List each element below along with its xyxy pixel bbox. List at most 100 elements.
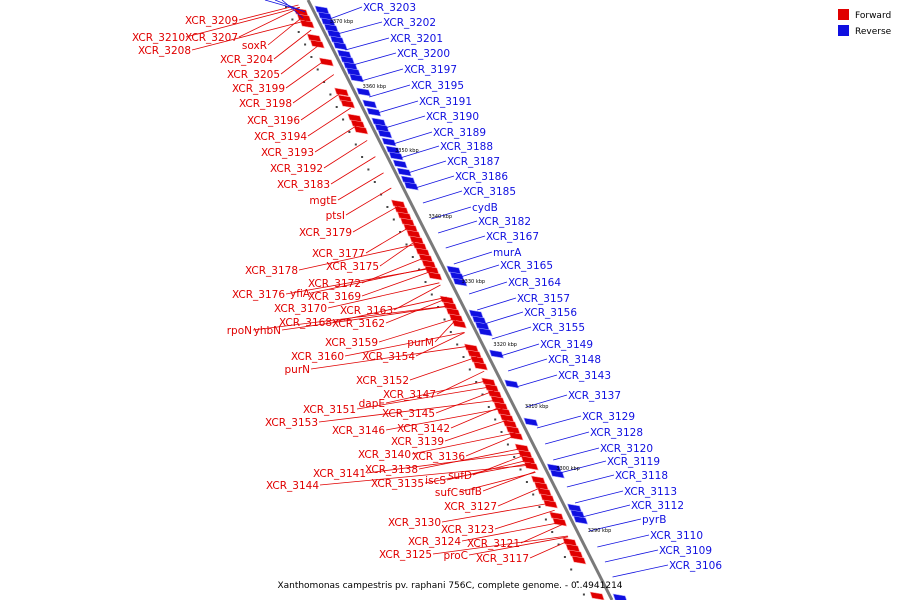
axis-dot bbox=[323, 81, 326, 83]
forward-leader-line bbox=[285, 59, 327, 89]
forward-gene-box bbox=[340, 99, 356, 109]
reverse-gene-label: XCR_3164 bbox=[508, 277, 561, 289]
forward-gene-label: ptsI bbox=[326, 210, 345, 222]
reverse-gene-box bbox=[349, 73, 364, 83]
reverse-leader-line bbox=[337, 21, 383, 35]
reverse-gene-label: XCR_3188 bbox=[440, 141, 493, 153]
axis-dot bbox=[456, 343, 459, 346]
reverse-gene-label: XCR_3113 bbox=[624, 486, 677, 498]
forward-leader-line bbox=[314, 123, 360, 153]
forward-gene-label: XCR_3138 bbox=[365, 464, 418, 476]
forward-gene-box bbox=[353, 125, 369, 135]
axis-dot bbox=[285, 6, 287, 8]
reverse-gene-label: XCR_3187 bbox=[447, 156, 500, 168]
forward-leader-line bbox=[366, 452, 526, 474]
axis-dot bbox=[563, 556, 566, 558]
reverse-gene-box bbox=[392, 159, 408, 169]
axis-dot bbox=[506, 443, 509, 446]
forward-gene-label: XCR_3196 bbox=[247, 115, 300, 127]
forward-leader-line bbox=[310, 267, 432, 294]
forward-leader-line bbox=[267, 15, 305, 46]
forward-gene-label: XCR_3169 bbox=[308, 291, 361, 303]
tick-label: 3320 kbp bbox=[493, 342, 517, 348]
axis-dot bbox=[316, 68, 319, 71]
reverse-leader-line bbox=[574, 490, 624, 504]
reverse-gene-box bbox=[362, 99, 378, 109]
forward-leader-line bbox=[424, 462, 531, 484]
forward-leader-line bbox=[281, 305, 452, 331]
forward-gene-label: XCR_3177 bbox=[312, 248, 365, 260]
forward-gene-label: XCR_3124 bbox=[408, 536, 461, 548]
reverse-leader-line bbox=[345, 37, 390, 51]
reverse-gene-label: XCR_3112 bbox=[631, 500, 684, 512]
axis-dot bbox=[405, 243, 408, 246]
forward-gene-label: XCR_3208 bbox=[138, 45, 191, 57]
forward-gene-label: XCR_3144 bbox=[266, 480, 319, 492]
axis-dot bbox=[557, 543, 560, 546]
axis-dot bbox=[475, 381, 478, 383]
forward-leader-line bbox=[319, 464, 532, 486]
axis-dot bbox=[342, 118, 345, 121]
forward-gene-label: XCR_3204 bbox=[220, 54, 273, 66]
forward-leader-line bbox=[298, 243, 420, 271]
reverse-leader-line bbox=[352, 52, 397, 66]
reverse-leader-line bbox=[445, 235, 486, 249]
axis-dot bbox=[462, 356, 465, 358]
axis-dot bbox=[513, 456, 516, 458]
reverse-gene-label: pyrB bbox=[642, 514, 666, 526]
forward-gene-label: XCR_3140 bbox=[358, 449, 411, 461]
reverse-leader-line bbox=[553, 447, 600, 461]
reverse-gene-label: XCR_3191 bbox=[419, 96, 472, 108]
reverse-gene-box bbox=[504, 379, 520, 389]
axis-dot bbox=[570, 568, 573, 571]
forward-gene-label: purN bbox=[285, 364, 311, 376]
axis-dot bbox=[367, 168, 370, 171]
forward-leader-line bbox=[323, 140, 368, 169]
axis-dot bbox=[525, 481, 528, 483]
reverse-gene-label: XCR_3200 bbox=[397, 48, 450, 60]
forward-leader-line bbox=[252, 305, 451, 331]
forward-gene-label: XCR_3130 bbox=[388, 517, 441, 529]
reverse-leader-line bbox=[468, 281, 508, 295]
forward-gene-label: XCR_3146 bbox=[332, 425, 385, 437]
forward-gene-box bbox=[552, 517, 568, 527]
reverse-leader-line bbox=[604, 549, 659, 563]
reverse-leader-line bbox=[369, 84, 411, 98]
reverse-gene-label: XCR_3110 bbox=[650, 530, 703, 542]
forward-leader-line bbox=[435, 390, 495, 414]
reverse-gene-label: XCR_3201 bbox=[390, 33, 443, 45]
forward-leader-line bbox=[461, 522, 561, 542]
forward-gene-label: XCR_3207 bbox=[185, 32, 238, 44]
axis-dot bbox=[538, 506, 541, 508]
reverse-gene-box bbox=[332, 41, 348, 51]
forward-leader-line bbox=[344, 332, 465, 357]
axis-dot bbox=[519, 468, 522, 471]
reverse-gene-label: XCR_3149 bbox=[540, 339, 593, 351]
forward-leader-line bbox=[468, 536, 569, 556]
reverse-leader-line bbox=[329, 6, 363, 20]
reverse-gene-label: XCR_3167 bbox=[486, 231, 539, 243]
tick-label: 3290 kbp bbox=[588, 528, 612, 534]
axis-dot bbox=[424, 281, 427, 283]
reverse-leader-line bbox=[460, 264, 500, 278]
axis-dot bbox=[329, 93, 332, 96]
reverse-leader-line bbox=[274, 0, 306, 13]
tick-label: 3360 kbp bbox=[363, 84, 387, 90]
reverse-leader-line bbox=[377, 100, 419, 114]
forward-leader-line bbox=[418, 447, 524, 470]
forward-gene-label: sufC bbox=[435, 487, 458, 499]
reverse-gene-label: XCR_3203 bbox=[363, 2, 416, 14]
reverse-gene-box bbox=[356, 87, 372, 97]
forward-gene-label: sufD bbox=[448, 470, 472, 482]
forward-gene-label: XCR_3176 bbox=[232, 289, 285, 301]
forward-leader-line bbox=[444, 419, 509, 442]
reverse-leader-line bbox=[415, 175, 455, 189]
reverse-gene-label: XCR_3119 bbox=[607, 456, 660, 468]
forward-gene-label: XCR_3142 bbox=[397, 423, 450, 435]
axis-dot bbox=[399, 231, 402, 233]
legend-reverse-label: Reverse bbox=[855, 27, 892, 37]
legend: Forward Reverse bbox=[838, 9, 892, 37]
forward-leader-line bbox=[379, 239, 418, 267]
forward-gene-label: purM bbox=[407, 337, 434, 349]
reverse-gene-label: XCR_3109 bbox=[659, 545, 712, 557]
